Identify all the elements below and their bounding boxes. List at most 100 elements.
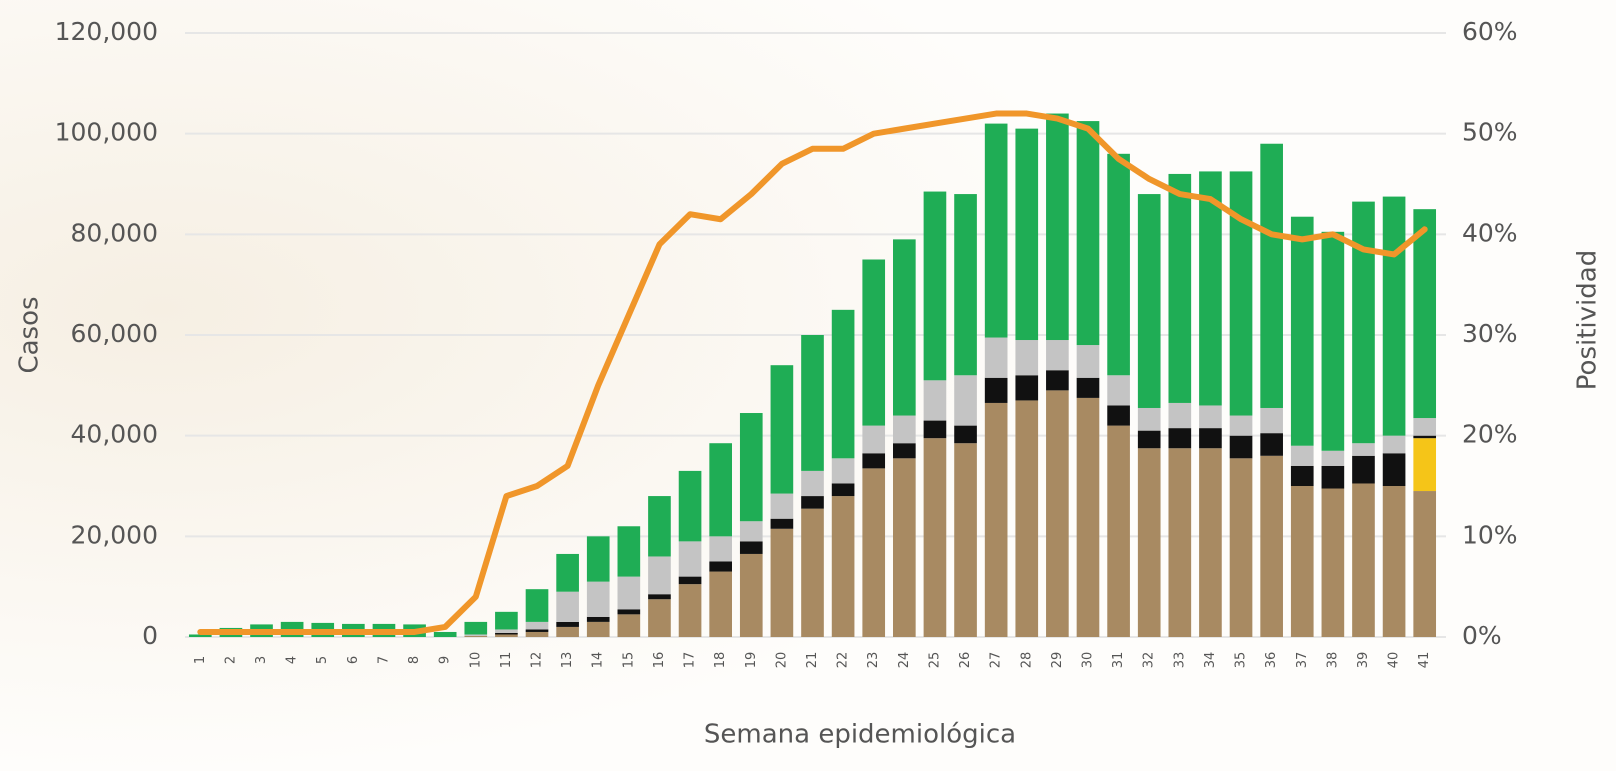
bar-segment <box>617 576 641 610</box>
bar-segment <box>1321 465 1345 489</box>
bar-segment <box>1046 390 1069 637</box>
bar-segment <box>1015 375 1039 401</box>
x-tick-label: 35 <box>1234 652 1249 669</box>
bar-segment <box>648 496 671 557</box>
x-tick-label: 11 <box>499 652 514 669</box>
bar-segment <box>617 609 641 615</box>
bar-segment <box>893 415 916 444</box>
x-tick-label: 15 <box>621 652 636 669</box>
bar-segment <box>801 508 824 637</box>
x-tick-label: 23 <box>866 652 881 669</box>
bar-segment <box>1229 171 1253 416</box>
x-tick-label: 5 <box>315 656 330 664</box>
bar-segment <box>923 380 947 421</box>
bar-segment <box>954 194 977 376</box>
bar-segment <box>1107 375 1130 406</box>
bar-segment <box>709 571 732 637</box>
bar-segment <box>1107 405 1130 426</box>
x-tick-label: 14 <box>591 652 606 669</box>
bar-segment <box>739 521 763 542</box>
bar-segment <box>1229 415 1253 436</box>
x-tick-label: 1 <box>193 656 208 664</box>
y-tick-label: 0 <box>142 621 158 650</box>
bar-segment <box>1168 402 1192 429</box>
bar-segment <box>1382 486 1406 637</box>
bar-segment <box>831 309 855 459</box>
y-tick-label: 20,000 <box>71 520 158 549</box>
x-tick-label: 6 <box>346 656 361 664</box>
bar-segment <box>1046 370 1069 391</box>
bar-segment <box>1199 428 1222 449</box>
x-tick-label: 21 <box>805 652 820 669</box>
bar-segment <box>1352 443 1375 456</box>
bar-segment <box>1352 201 1375 444</box>
x-tick-label: 41 <box>1417 652 1432 669</box>
bar-segment <box>1076 397 1100 637</box>
bar-segment <box>495 634 518 637</box>
bar-segment <box>1137 448 1161 637</box>
y2-tick-label: 30% <box>1462 319 1518 348</box>
bar-segment <box>770 365 794 494</box>
bar-segment <box>709 443 732 537</box>
bar-segment <box>1168 448 1192 637</box>
bar-segment <box>739 553 763 637</box>
bar-segment <box>678 541 702 577</box>
x-tick-label: 34 <box>1203 652 1218 669</box>
bar-segment <box>801 470 824 497</box>
bar-segment <box>984 402 1008 637</box>
bar-segment <box>739 541 763 554</box>
y-tick-label: 60,000 <box>71 319 158 348</box>
bar-segment <box>556 626 579 637</box>
x-tick-label: 24 <box>897 652 912 669</box>
bar-segment <box>617 614 641 637</box>
x-tick-label: 9 <box>438 656 453 664</box>
bar-segment <box>1199 448 1222 637</box>
bar-segment <box>586 616 610 622</box>
bar-segment <box>188 634 212 637</box>
bar-segment <box>831 483 855 497</box>
bar-segment <box>1229 458 1253 637</box>
bar-segment <box>1076 345 1100 378</box>
bar-segment <box>1076 121 1100 346</box>
bar-segment <box>1413 418 1437 436</box>
x-tick-label: 25 <box>927 652 942 669</box>
bar-segment <box>801 496 824 509</box>
x-tick-label: 28 <box>1019 652 1034 669</box>
bar-segment <box>709 561 732 572</box>
bar-segment <box>495 632 518 635</box>
bar-segment <box>556 553 579 592</box>
y-tick-label: 120,000 <box>55 17 158 46</box>
x-tick-label: 37 <box>1295 652 1310 669</box>
bar-segment <box>617 526 641 577</box>
bar-segment <box>1107 153 1130 376</box>
bar-segment <box>1015 340 1039 376</box>
bar-segment <box>954 443 977 637</box>
bar-segment <box>770 518 794 529</box>
x-tick-label: 20 <box>774 652 789 669</box>
bar-segment <box>984 123 1008 338</box>
y-axis-label: Casos <box>15 296 45 373</box>
bar-segment <box>1229 435 1253 459</box>
x-tick-label: 8 <box>407 656 422 664</box>
bar-segment <box>495 611 518 630</box>
x-tick-label: 19 <box>744 652 759 669</box>
x-tick-label: 40 <box>1387 652 1402 669</box>
positivity-line <box>197 110 1428 635</box>
bar-segment <box>1413 438 1437 492</box>
bar-segment <box>862 453 886 469</box>
x-tick-label: 31 <box>1111 652 1126 669</box>
bar-segment <box>586 536 610 582</box>
y2-tick-label: 10% <box>1462 520 1518 549</box>
bar-segment <box>678 470 702 542</box>
bar-segment <box>1015 128 1039 341</box>
bar-segment <box>831 496 855 637</box>
bar-segment <box>984 377 1008 403</box>
bar-segment <box>1199 405 1222 429</box>
bar-segment <box>739 413 763 522</box>
bar-segment <box>678 576 702 585</box>
bar-segment <box>1413 491 1437 637</box>
y2-tick-label: 0% <box>1462 621 1502 650</box>
bar-segment <box>495 629 518 633</box>
bar-segment <box>893 239 916 416</box>
x-tick-label: 29 <box>1050 652 1065 669</box>
